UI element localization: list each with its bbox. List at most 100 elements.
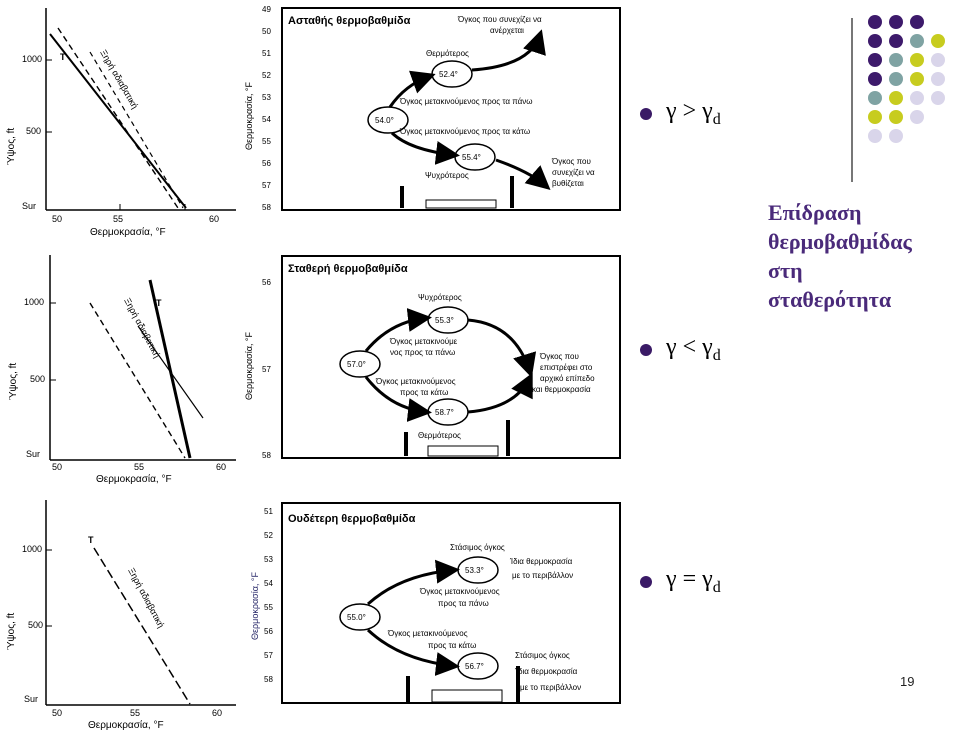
decor-dot <box>868 15 882 29</box>
center-temp: 55.0° <box>347 613 366 622</box>
decor-dot <box>868 53 882 67</box>
t-label: T <box>60 52 66 62</box>
right-line: και θερμοκρασία <box>532 385 591 394</box>
ytick-1000: 1000 <box>22 54 42 64</box>
right-line: Όγκος που <box>539 352 579 361</box>
label-down: Όγκος μετακινούμενος <box>387 629 468 638</box>
right-top-line: ανέρχεται <box>490 26 524 35</box>
xtick-50: 50 <box>52 214 62 224</box>
panel-unstable: Ασταθής θερμοβαθμίδα Θερμοκρασία, °F 49 … <box>244 5 621 212</box>
decorative-dot-grid <box>868 15 945 143</box>
decor-dot <box>889 91 903 105</box>
panel-title: Ουδέτερη θερμοβαθμίδα <box>288 513 416 525</box>
xtick-55: 55 <box>130 708 140 718</box>
upper-temp: 53.3° <box>465 566 484 575</box>
right-top-line: με το περιβάλλον <box>512 571 573 580</box>
ytick-500: 500 <box>30 374 45 384</box>
subscript: d <box>712 111 721 128</box>
right-line: επιστρέφει στο <box>540 363 593 372</box>
page-number: 19 <box>900 674 915 689</box>
bottom-note: Στάσιμος όγκος <box>515 651 570 660</box>
ytick-1000: 1000 <box>22 544 42 554</box>
xtick-50: 50 <box>52 708 62 718</box>
right-bottom-line: συνεχίζει να <box>552 168 595 177</box>
decor-dot <box>931 91 945 105</box>
bullet-dot <box>640 343 652 356</box>
gamma-d: γ <box>702 98 713 124</box>
tick: 56 <box>262 159 271 168</box>
decor-dot <box>868 110 882 124</box>
ytick-1000: 1000 <box>24 297 44 307</box>
xlabel: Θερμοκρασία, °F <box>90 226 166 238</box>
cloud-center <box>339 603 381 631</box>
upper-temp: 55.3° <box>435 316 454 325</box>
upper-temp: 52.4° <box>439 70 458 79</box>
right-bottom-line: βυθίζεται <box>552 179 584 188</box>
tick: 54 <box>262 115 271 124</box>
xtick-60: 60 <box>216 462 226 472</box>
right-bottom-line: Ίδια θερμοκρασία <box>514 667 578 676</box>
lower-temp: 58.7° <box>435 408 454 417</box>
xtick-55: 55 <box>134 462 144 472</box>
decor-dot <box>889 34 903 48</box>
tick: 52 <box>262 71 271 80</box>
t-line <box>148 279 192 459</box>
top-note: Ψυχρότερος <box>418 293 462 302</box>
slide-title: Επίδραση θερμοβαθμίδας στη σταθερότητα <box>768 198 958 314</box>
gamma: γ <box>666 566 677 592</box>
ylabel: Ύψος, ft <box>6 128 17 165</box>
tick: 57 <box>262 365 271 374</box>
decor-dot <box>889 129 903 143</box>
graph-neutral: 1000 500 Sur 50 55 60 Θερμοκρασία, °F Ύψ… <box>6 500 236 731</box>
t-label: T <box>156 298 162 308</box>
t-line <box>49 33 187 209</box>
bullet-unstable: γ > γd <box>640 98 721 129</box>
bullet-formula: γ > γd <box>666 98 721 129</box>
decor-dot <box>868 72 882 86</box>
xlabel: Θερμοκρασία, °F <box>88 719 164 731</box>
tick: 52 <box>264 531 273 540</box>
label-down: προς τα κάτω <box>400 388 448 397</box>
adiabat-label: Ξηρή αδιαβατική <box>126 566 166 629</box>
right-line: αρχικό επίπεδο <box>540 374 595 383</box>
bullet-stable: γ < γd <box>640 334 721 365</box>
tick: 51 <box>264 507 273 516</box>
tick: 51 <box>262 49 271 58</box>
label-down: Όγκος μετακινούμενος <box>375 377 456 386</box>
lower-temp: 56.7° <box>465 662 484 671</box>
panel-stable: Σταθερή θερμοβαθμίδα Θερμοκρασία, °F 56 … <box>244 255 621 460</box>
lapse-rate-graphs: 1000 500 Sur 50 55 60 Θερμοκρασία, °F Ύψ… <box>6 8 236 731</box>
tick: 53 <box>262 93 271 102</box>
decor-dot <box>931 34 945 48</box>
decor-dot <box>889 72 903 86</box>
decor-dot <box>910 91 924 105</box>
bullet-formula: γ = γd <box>666 566 721 597</box>
panel-neutral: Ουδέτερη θερμοβαθμίδα Θερμοκρασία, °F 51… <box>250 502 621 704</box>
operator: > <box>682 98 697 124</box>
gamma-d: γ <box>702 566 713 592</box>
tick: 56 <box>262 278 271 287</box>
gamma: γ <box>666 334 677 360</box>
bullet-neutral: γ = γd <box>640 566 721 597</box>
ylabel: Ύψος, ft <box>6 613 17 650</box>
bullet-dot <box>640 107 652 120</box>
label-up: Όγκος μετακινούμενος προς τα πάνω <box>399 97 533 106</box>
panel-yaxis-label: Θερμοκρασία, °F <box>244 331 254 400</box>
decor-dot <box>931 53 945 67</box>
xtick-50: 50 <box>52 462 62 472</box>
top-note: Στάσιμος όγκος <box>450 543 505 552</box>
label-up: νος προς τα πάνω <box>390 348 455 357</box>
cloud-center <box>339 350 381 378</box>
cloud-center <box>367 106 409 134</box>
ytick-sur: Sur <box>22 201 36 211</box>
subscript: d <box>712 347 721 364</box>
xlabel: Θερμοκρασία, °F <box>96 473 172 485</box>
right-top-line: Ίδια θερμοκρασία <box>509 557 573 566</box>
decor-dot <box>931 72 945 86</box>
bottom-note: Θερμότερος <box>418 431 461 440</box>
decor-dot <box>889 15 903 29</box>
decor-dot <box>868 91 882 105</box>
decor-dot <box>910 34 924 48</box>
ytick-500: 500 <box>28 620 43 630</box>
tick: 58 <box>262 203 271 212</box>
